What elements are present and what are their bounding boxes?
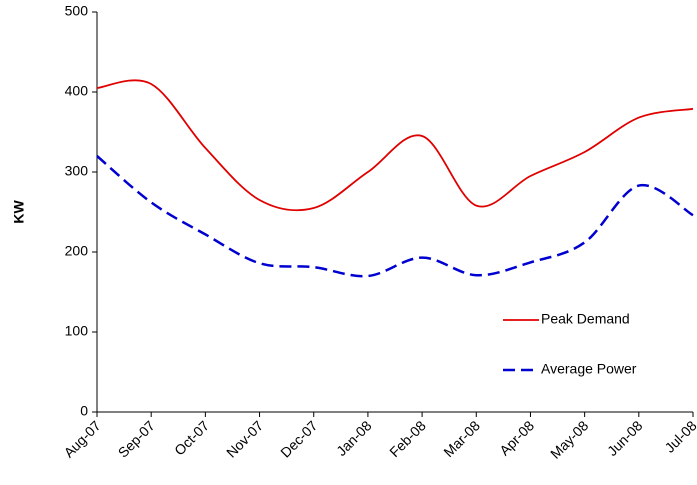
x-tick-label: Apr-08 bbox=[496, 417, 537, 458]
legend-label: Average Power bbox=[541, 361, 637, 377]
x-tick-label: Oct-07 bbox=[171, 417, 212, 458]
x-tick-label: Jan-08 bbox=[333, 417, 375, 459]
x-tick-label: May-08 bbox=[547, 417, 591, 461]
x-tick-label: Dec-07 bbox=[277, 417, 320, 460]
x-tick-label: Feb-08 bbox=[386, 417, 429, 460]
y-tick-label: 0 bbox=[80, 403, 88, 419]
y-axis-label: KW bbox=[11, 200, 27, 224]
x-tick-label: Nov-07 bbox=[223, 417, 266, 460]
x-tick-label: Mar-08 bbox=[440, 417, 483, 460]
y-tick-label: 200 bbox=[65, 243, 89, 259]
series-line bbox=[96, 155, 694, 278]
legend-label: Peak Demand bbox=[541, 311, 630, 327]
x-tick-label: Sep-07 bbox=[115, 417, 158, 460]
y-tick-label: 300 bbox=[65, 163, 89, 179]
x-tick-label: Aug-07 bbox=[60, 417, 103, 460]
y-tick-label: 500 bbox=[65, 3, 89, 19]
x-tick-label: Jun-08 bbox=[604, 417, 646, 459]
y-tick-label: 100 bbox=[65, 323, 89, 339]
series-line bbox=[96, 79, 694, 212]
x-tick-label: Jul-08 bbox=[661, 417, 697, 455]
y-tick-label: 400 bbox=[65, 83, 89, 99]
